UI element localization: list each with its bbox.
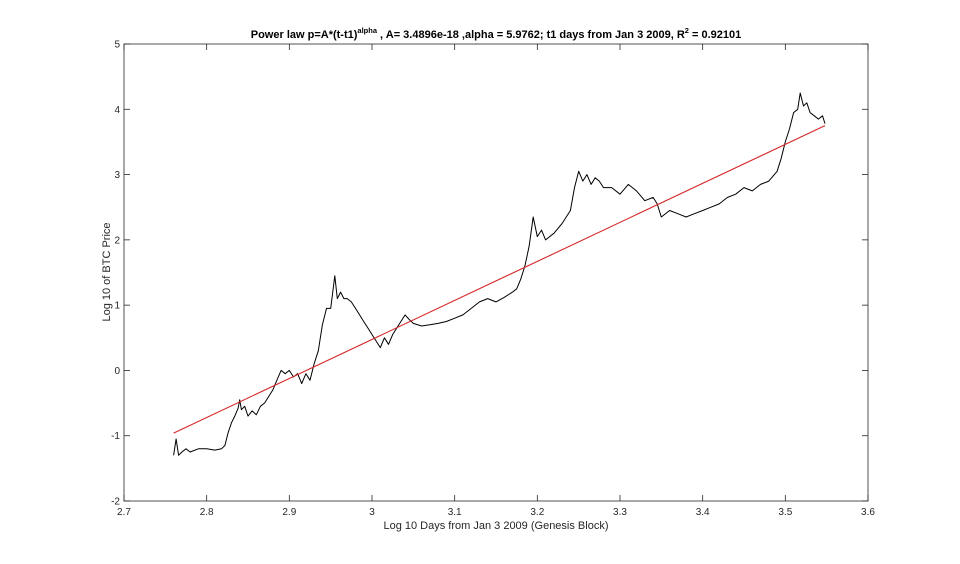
- series-layer: [173, 92, 826, 456]
- x-tick-label: 3.1: [448, 507, 462, 518]
- x-tick-label: 3.3: [613, 507, 627, 518]
- y-tick-label: -2: [111, 497, 120, 508]
- btc-price-line: [173, 92, 826, 456]
- y-tick-label: 0: [114, 366, 120, 377]
- y-tick-label: 4: [114, 105, 120, 116]
- x-tick-label: 3.5: [778, 507, 792, 518]
- x-tick-label: 3.4: [696, 507, 710, 518]
- y-axis-label: Log 10 of BTC Price: [101, 222, 113, 321]
- x-tick-label: 3: [369, 507, 375, 518]
- y-tick-label: -1: [111, 431, 120, 442]
- x-tick-label: 3.6: [861, 507, 875, 518]
- y-tick-label: 2: [114, 235, 120, 246]
- x-tick-label: 2.7: [117, 507, 131, 518]
- y-tick-label: 5: [114, 40, 120, 51]
- x-tick-label: 3.2: [530, 507, 544, 518]
- x-axis-label: Log 10 Days from Jan 3 2009 (Genesis Blo…: [383, 520, 608, 532]
- x-tick-label: 2.8: [200, 507, 214, 518]
- chart-title: Power law p=A*(t-t1)alpha , A= 3.4896e-1…: [251, 26, 742, 41]
- power-law-fit-line: [173, 125, 826, 434]
- x-tick-label: 2.9: [282, 507, 296, 518]
- plot-area-border: [123, 43, 869, 502]
- plot-area-background: [124, 44, 868, 501]
- y-tick-label: 1: [114, 301, 120, 312]
- y-tick-label: 3: [114, 170, 120, 181]
